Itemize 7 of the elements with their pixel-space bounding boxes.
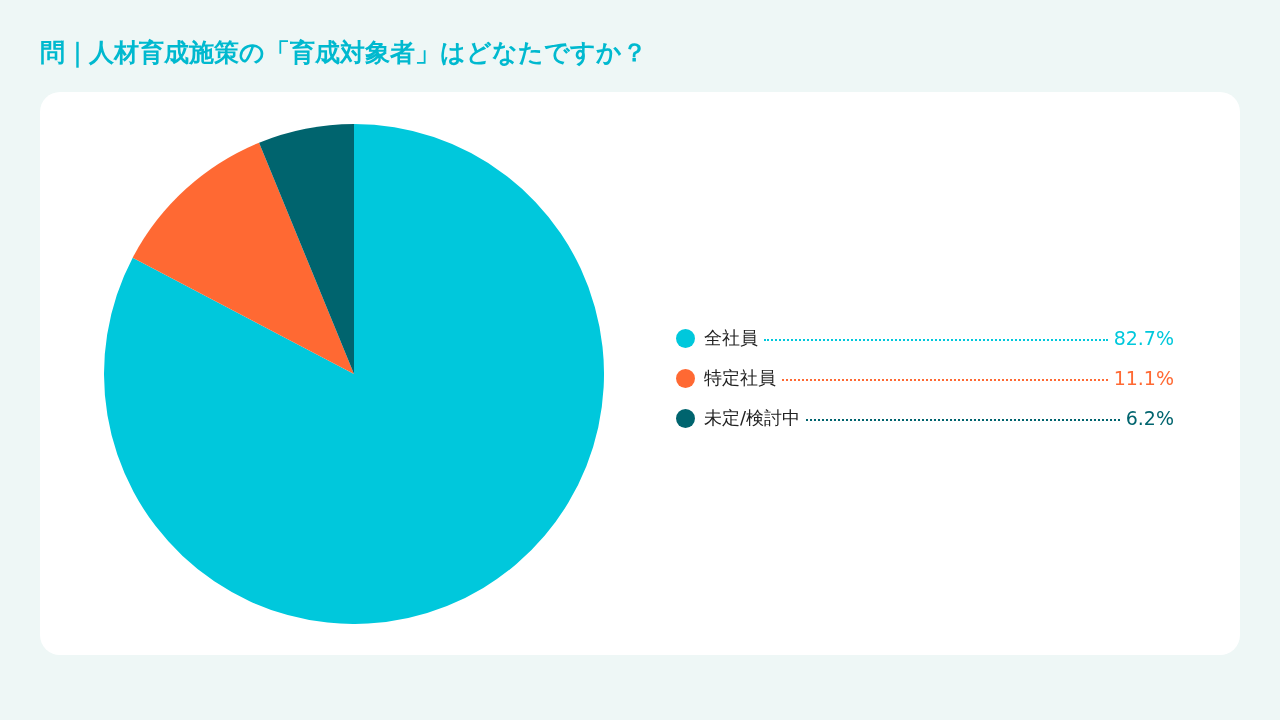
data-label: 11.1% [1113,367,1174,389]
chart-title: 問｜人材育成施策の「育成対象者」はどなたですか？ [40,37,647,69]
data-label: 82.7% [1113,327,1174,349]
legend-label: 特定社員 [704,366,776,390]
legend-label: 全社員 [704,326,758,350]
data-label: 6.2% [1125,407,1174,429]
legend-label: 未定/検討中 [704,406,801,430]
